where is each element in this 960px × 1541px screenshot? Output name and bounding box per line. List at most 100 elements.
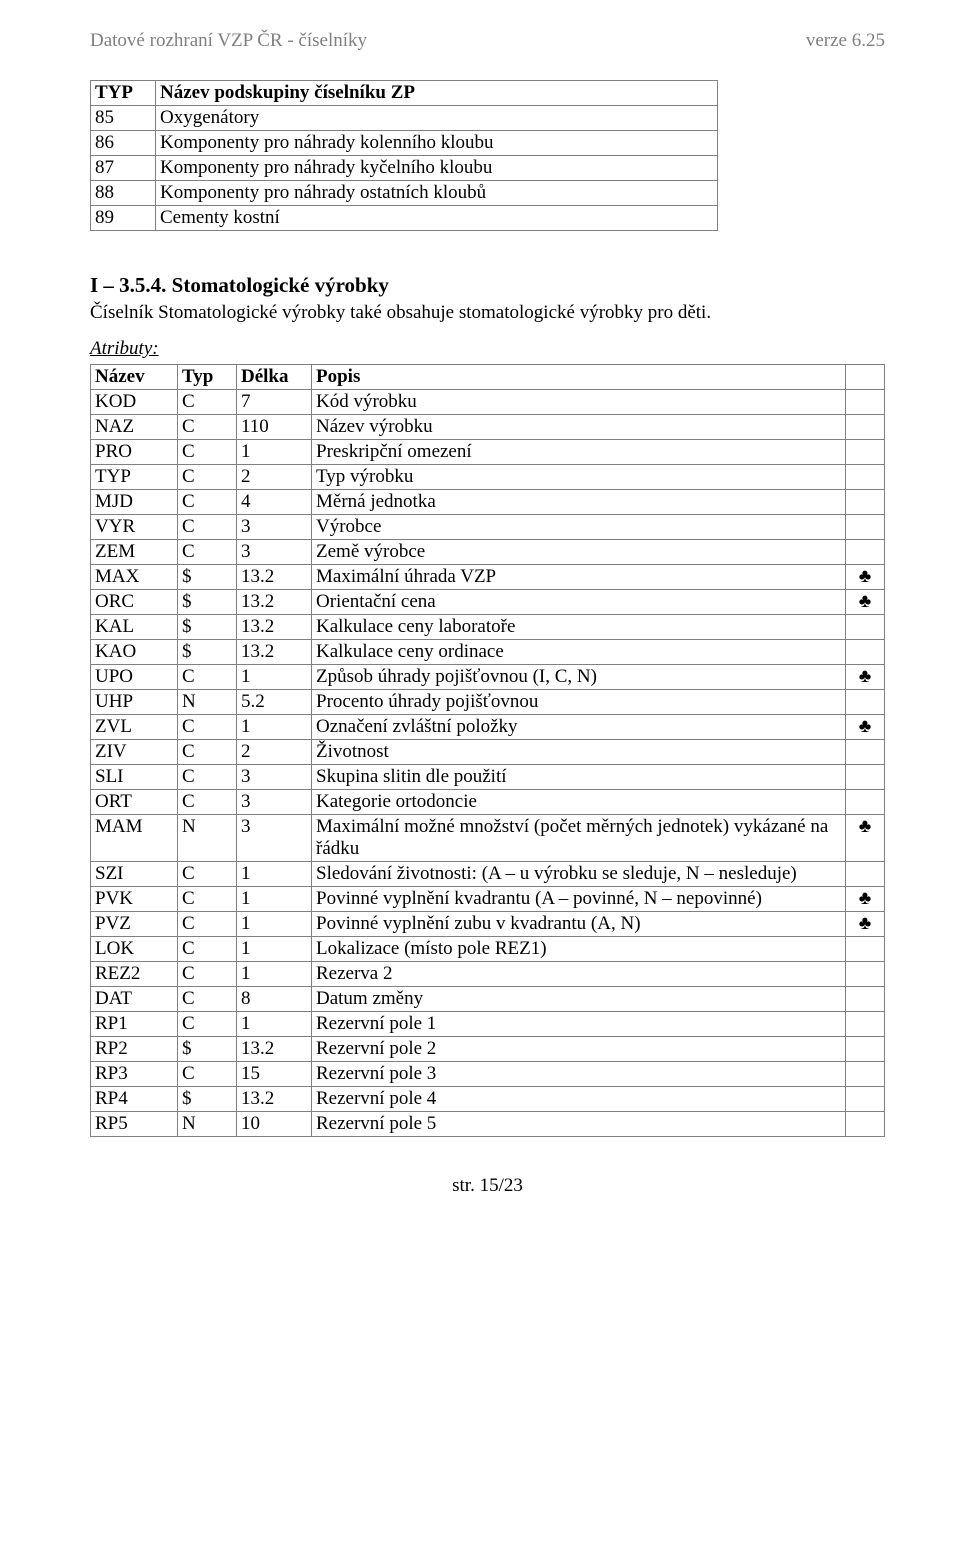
- cell: 15: [237, 1062, 312, 1087]
- cell: 86: [91, 131, 156, 156]
- cell: [846, 640, 885, 665]
- cell: [846, 1112, 885, 1137]
- table-row: REZ2C1Rezerva 2: [91, 962, 885, 987]
- club-icon: ♣: [859, 716, 871, 737]
- cell: [846, 690, 885, 715]
- cell: [846, 987, 885, 1012]
- section-title: I – 3.5.4. Stomatologické výrobky: [90, 273, 885, 298]
- cell: 1: [237, 962, 312, 987]
- cell: MAX: [91, 565, 178, 590]
- cell: Oxygenátory: [156, 106, 718, 131]
- table-row: NAZC110Název výrobku: [91, 415, 885, 440]
- cell: [846, 862, 885, 887]
- cell: C: [178, 390, 237, 415]
- cell: 1: [237, 440, 312, 465]
- table-row: ZEMC3Země výrobce: [91, 540, 885, 565]
- cell: Kód výrobku: [312, 390, 846, 415]
- cell: Kategorie ortodoncie: [312, 790, 846, 815]
- cell: N: [178, 815, 237, 862]
- cell: [846, 415, 885, 440]
- cell: $: [178, 1087, 237, 1112]
- cell: Země výrobce: [312, 540, 846, 565]
- cell: 85: [91, 106, 156, 131]
- table-header-row: Název Typ Délka Popis: [91, 365, 885, 390]
- cell: ORC: [91, 590, 178, 615]
- col-header-nazev: Název: [91, 365, 178, 390]
- table-row: ZVLC1Označení zvláštní položky♣: [91, 715, 885, 740]
- cell: MAM: [91, 815, 178, 862]
- cell: ZVL: [91, 715, 178, 740]
- cell: C: [178, 740, 237, 765]
- table-row: 87Komponenty pro náhrady kyčelního kloub…: [91, 156, 718, 181]
- cell: Kalkulace ceny ordinace: [312, 640, 846, 665]
- table-row: PVKC1Povinné vyplnění kvadrantu (A – pov…: [91, 887, 885, 912]
- cell: Komponenty pro náhrady kolenního kloubu: [156, 131, 718, 156]
- cell: Označení zvláštní položky: [312, 715, 846, 740]
- cell: ♣: [846, 887, 885, 912]
- cell: Datum změny: [312, 987, 846, 1012]
- cell: [846, 740, 885, 765]
- cell: $: [178, 590, 237, 615]
- cell: TYP: [91, 465, 178, 490]
- table-row: KAO$13.2Kalkulace ceny ordinace: [91, 640, 885, 665]
- cell: Typ výrobku: [312, 465, 846, 490]
- cell: 89: [91, 206, 156, 231]
- cell: Sledování životnosti: (A – u výrobku se …: [312, 862, 846, 887]
- table-row: 88Komponenty pro náhrady ostatních kloub…: [91, 181, 718, 206]
- cell: [846, 937, 885, 962]
- cell: C: [178, 887, 237, 912]
- cell: Rezerva 2: [312, 962, 846, 987]
- cell: [846, 490, 885, 515]
- table-row: KAL$13.2Kalkulace ceny laboratoře: [91, 615, 885, 640]
- club-icon: ♣: [859, 566, 871, 587]
- col-header-popis: Popis: [312, 365, 846, 390]
- cell: ZIV: [91, 740, 178, 765]
- cell: C: [178, 962, 237, 987]
- cell: 3: [237, 515, 312, 540]
- cell: [846, 465, 885, 490]
- table-row: ORC$13.2Orientační cena♣: [91, 590, 885, 615]
- page-footer: str. 15/23: [90, 1175, 885, 1197]
- attributes-table: Název Typ Délka Popis KODC7Kód výrobkuNA…: [90, 364, 885, 1137]
- cell: Rezervní pole 3: [312, 1062, 846, 1087]
- cell: Komponenty pro náhrady kyčelního kloubu: [156, 156, 718, 181]
- section-desc: Číselník Stomatologické výrobky také obs…: [90, 302, 885, 324]
- cell: 87: [91, 156, 156, 181]
- cell: 8: [237, 987, 312, 1012]
- cell: SZI: [91, 862, 178, 887]
- table-row: RP3C15Rezervní pole 3: [91, 1062, 885, 1087]
- cell: SLI: [91, 765, 178, 790]
- cell: C: [178, 987, 237, 1012]
- cell: C: [178, 765, 237, 790]
- cell: Komponenty pro náhrady ostatních kloubů: [156, 181, 718, 206]
- cell: NAZ: [91, 415, 178, 440]
- cell: 1: [237, 665, 312, 690]
- col-header-nazev: Název podskupiny číselníku ZP: [156, 81, 718, 106]
- cell: LOK: [91, 937, 178, 962]
- table-row: 89Cementy kostní: [91, 206, 718, 231]
- cell: ♣: [846, 715, 885, 740]
- table-row: ZIVC2Životnost: [91, 740, 885, 765]
- header-right: verze 6.25: [806, 30, 885, 52]
- cell: [846, 790, 885, 815]
- cell: Kalkulace ceny laboratoře: [312, 615, 846, 640]
- cell: C: [178, 415, 237, 440]
- table-row: ORTC3Kategorie ortodoncie: [91, 790, 885, 815]
- cell: [846, 962, 885, 987]
- cell: [846, 1037, 885, 1062]
- table-row: VYRC3Výrobce: [91, 515, 885, 540]
- cell: Lokalizace (místo pole REZ1): [312, 937, 846, 962]
- cell: [846, 440, 885, 465]
- cell: C: [178, 465, 237, 490]
- table-row: UPOC1Způsob úhrady pojišťovnou (I, C, N)…: [91, 665, 885, 690]
- cell: 1: [237, 912, 312, 937]
- cell: [846, 615, 885, 640]
- cell: KAL: [91, 615, 178, 640]
- cell: UPO: [91, 665, 178, 690]
- cell: KAO: [91, 640, 178, 665]
- cell: [846, 1087, 885, 1112]
- table-row: 86Komponenty pro náhrady kolenního kloub…: [91, 131, 718, 156]
- cell: N: [178, 690, 237, 715]
- cell: 1: [237, 887, 312, 912]
- page: Datové rozhraní VZP ČR - číselníky verze…: [0, 0, 960, 1237]
